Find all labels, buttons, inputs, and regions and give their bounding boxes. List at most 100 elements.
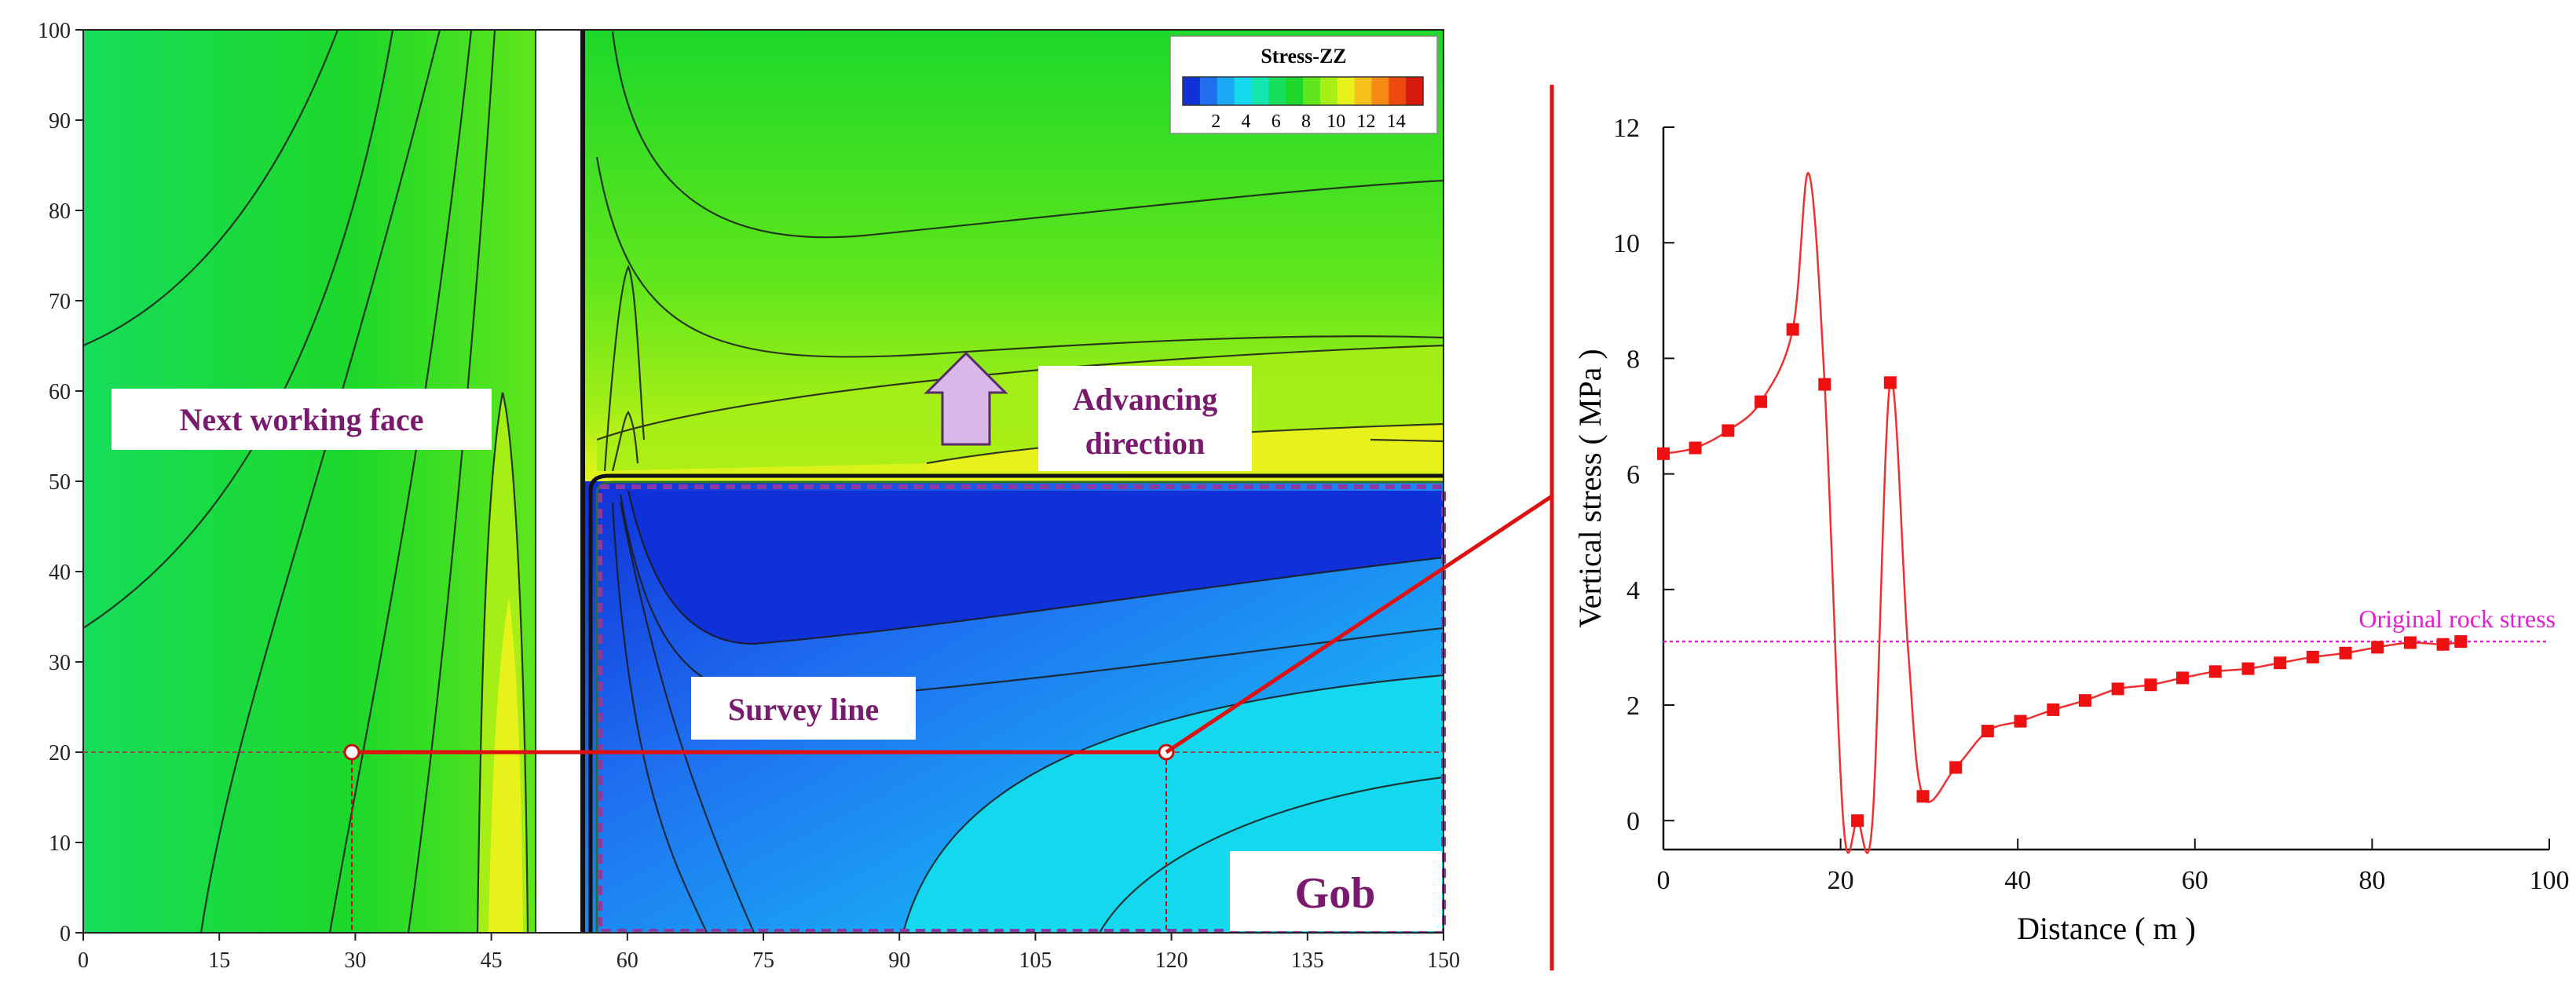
contour-y-tick-label: 0 (60, 922, 71, 946)
legend-swatches (1182, 76, 1424, 106)
line-x-tick-label: 20 (1828, 866, 1854, 895)
legend-tick-label: 14 (1387, 111, 1406, 132)
left-region-fill (83, 30, 536, 933)
contour-y-tick-label: 30 (49, 651, 71, 675)
contour-x-tick-label: 30 (344, 948, 366, 973)
line-y-tick-label: 6 (1626, 461, 1640, 490)
legend-swatch (1303, 77, 1321, 105)
line-y-tick-label: 10 (1613, 229, 1640, 258)
contour-y-tick-label: 70 (49, 290, 71, 314)
legend-swatch (1371, 77, 1389, 105)
legend-title: Stress-ZZ (1261, 45, 1346, 68)
line-chart: 0 2 4 6 8 10 12 0 20 40 60 80 100 Vertical stress (… (1572, 114, 2570, 946)
next-working-face-box (112, 389, 492, 450)
colorbar-legend: Stress-ZZ 2 4 6 8 10 12 14 (1169, 35, 1438, 134)
legend-swatch (1354, 77, 1372, 105)
contour-x-tick-label: 60 (617, 948, 639, 973)
legend-tick-label: 10 (1326, 111, 1345, 132)
contour-x-tick-label: 75 (752, 948, 774, 973)
line-x-tick-label: 0 (1657, 866, 1670, 895)
original-rock-stress-label: Original rock stress (2358, 605, 2556, 633)
line-y-tick-label: 2 (1626, 692, 1640, 721)
data-point (1981, 725, 1994, 738)
legend-ticks: 2 4 6 8 10 12 14 (1211, 111, 1406, 132)
gob-deep-blue (628, 491, 1444, 644)
data-point (1916, 790, 1930, 803)
legend-swatch (1286, 77, 1304, 105)
data-point (2403, 636, 2417, 649)
data-point (2176, 671, 2190, 685)
data-point (2306, 650, 2319, 663)
legend-swatch (1251, 77, 1269, 105)
line-x-ticks: 0 20 40 60 80 100 (1657, 839, 2570, 895)
data-point (1755, 395, 1768, 408)
contour-x-tick-label: 0 (78, 948, 89, 973)
contour-y-tick-label: 60 (49, 380, 71, 404)
data-point (2208, 665, 2222, 678)
data-markers (1657, 323, 2468, 828)
line-x-tick-label: 60 (2182, 866, 2208, 895)
legend-tick-label: 8 (1301, 111, 1311, 132)
left-yellow-core (488, 597, 523, 933)
data-point (2144, 678, 2157, 692)
up-arrow-icon (924, 351, 1008, 446)
contour-y-tick-label: 90 (49, 109, 71, 133)
data-point (1883, 376, 1897, 389)
legend-tick-label: 12 (1357, 111, 1376, 132)
data-point (2047, 703, 2060, 716)
gob-box (1230, 851, 1442, 931)
line-y-tick-label: 4 (1626, 576, 1640, 605)
legend-swatch (1234, 77, 1252, 105)
legend-tick-label: 2 (1211, 111, 1220, 132)
data-point (1949, 761, 1963, 774)
legend-swatch (1389, 77, 1407, 105)
contour-x-tick-label: 15 (208, 948, 230, 973)
line-y-ticks: 0 2 4 6 8 10 12 (1613, 114, 1674, 836)
legend-swatch (1217, 77, 1235, 105)
data-point (1818, 378, 1831, 391)
survey-line-box (691, 677, 916, 740)
contour-y-tick-label: 40 (49, 561, 71, 585)
line-y-tick-label: 12 (1613, 114, 1640, 143)
line-y-tick-label: 0 (1626, 807, 1640, 836)
y-axis-label: Vertical stress ( MPa ) (1572, 349, 1608, 627)
gob-boundary-black (588, 473, 1444, 933)
contour-x-tick-label: 135 (1291, 948, 1324, 973)
survey-line-label: Survey line (728, 692, 879, 727)
legend-tick-label: 4 (1242, 111, 1251, 132)
next-working-face-label: Next working face (179, 402, 423, 437)
contour-y-tick-label: 10 (49, 831, 71, 856)
stress-curve (1663, 172, 2461, 854)
legend-tick-label: 6 (1272, 111, 1281, 132)
data-point (2078, 694, 2091, 707)
legend-swatch (1268, 77, 1286, 105)
connector-diagonal (1165, 494, 1553, 755)
legend-swatch (1406, 77, 1424, 105)
contour-x-tick-label: 45 (481, 948, 503, 973)
line-x-tick-label: 40 (2004, 866, 2031, 895)
line-y-tick-label: 8 (1626, 345, 1640, 374)
contour-x-ticks: 0 15 30 45 60 75 90 105 120 135 150 (78, 933, 1460, 973)
data-point (2241, 662, 2255, 675)
advancing-direction-label-1: Advancing (1073, 382, 1218, 417)
advancing-direction-box (1038, 366, 1252, 471)
data-point (1657, 447, 1670, 460)
data-point (2014, 714, 2027, 728)
legend-swatch (1337, 77, 1356, 105)
data-point (2454, 635, 2468, 649)
x-axis-label: Distance ( m ) (2017, 911, 2196, 946)
contour-plot: Next working face Advancing direction Su… (38, 19, 1460, 973)
contour-x-tick-label: 105 (1019, 948, 1052, 973)
data-point (2371, 641, 2384, 654)
legend-swatch (1319, 77, 1338, 105)
contour-y-tick-label: 80 (49, 199, 71, 224)
data-point (1786, 323, 1799, 336)
data-point (1722, 424, 1735, 437)
advancing-direction-label-2: direction (1085, 426, 1206, 461)
legend-swatch-frame (1182, 76, 1424, 106)
data-point (1689, 441, 1702, 455)
data-point (2274, 656, 2287, 670)
gob-label: Gob (1295, 869, 1376, 918)
survey-point-start (343, 744, 360, 761)
